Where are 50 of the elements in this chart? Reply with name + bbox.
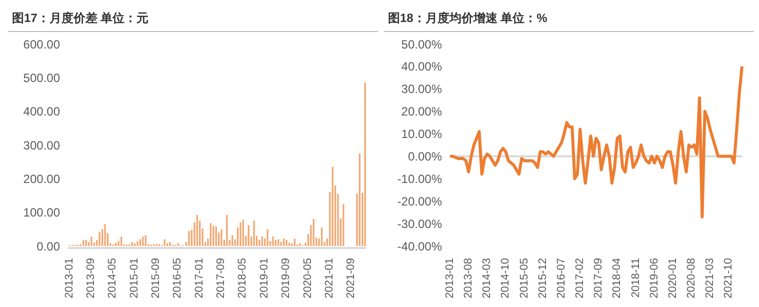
x-tick-label: 2017-09	[215, 258, 228, 298]
y-tick-label: 50.00%	[401, 37, 442, 52]
y-tick-label: 200.00	[23, 172, 60, 186]
x-tick-label: 2020-05	[302, 258, 314, 298]
y-tick-label: -10.00%	[397, 172, 442, 186]
x-tick-label: 2021-10	[722, 258, 735, 298]
y-tick-label: 400.00	[23, 104, 60, 119]
x-tick-label: 2018-05	[236, 258, 249, 298]
chart-title: 图17：月度价差 单位：元	[8, 8, 378, 32]
x-tick-label: 2018-11	[630, 258, 642, 298]
line-series	[448, 64, 744, 218]
x-tick-label: 2019-01	[258, 258, 270, 298]
y-tick-label: 0.00%	[408, 149, 442, 164]
y-tick-label: 100.00	[23, 206, 60, 220]
x-tick-label: 2015-12	[536, 258, 549, 298]
y-tick-label: 40.00%	[401, 60, 442, 74]
x-tick-label: 2017-09	[592, 258, 605, 298]
x-tick-label: 2019-06	[648, 258, 660, 298]
x-tick-label: 2019-09	[280, 258, 292, 298]
chart-title: 图18：月度均价增速 单位：%	[384, 8, 754, 32]
y-tick-label: 10.00%	[401, 127, 442, 142]
x-tick-label: 2015-09	[150, 258, 162, 298]
y-tick-label: 30.00%	[401, 82, 442, 96]
x-tick-label: 2021-01	[323, 258, 336, 298]
y-tick-label: 0.00	[36, 239, 60, 254]
x-tick-label: 2013-09	[85, 258, 98, 298]
x-tick-label: 2014-03	[481, 258, 494, 298]
y-tick-label: -30.00%	[397, 216, 442, 231]
x-tick-label: 2017-02	[574, 258, 586, 298]
x-tick-label: 2021-03	[704, 258, 716, 298]
y-tick-label: 20.00%	[401, 104, 442, 119]
x-tick-label: 2014-05	[106, 258, 119, 298]
y-tick-label: -40.00%	[397, 239, 442, 254]
x-tick-label: 2017-01	[193, 258, 206, 298]
x-tick-label: 2013-01	[444, 258, 456, 298]
y-tick-label: -20.00%	[397, 194, 442, 208]
y-tick-label: 500.00	[23, 70, 60, 85]
x-tick-label: 2018-04	[611, 258, 624, 298]
x-tick-label: 2013-08	[462, 258, 475, 298]
x-tick-label: 2016-07	[555, 258, 568, 298]
y-tick-label: 600.00	[23, 37, 60, 52]
x-tick-label: 2013-01	[63, 258, 76, 298]
x-tick-label: 2016-05	[172, 258, 184, 298]
x-tick-label: 2021-09	[345, 258, 358, 298]
x-tick-label: 2015-05	[518, 258, 530, 298]
x-tick-label: 2014-10	[500, 258, 512, 298]
x-tick-label: 2015-01	[128, 258, 140, 298]
x-tick-label: 2020-01	[666, 258, 679, 298]
x-tick-label: 2020-08	[686, 258, 698, 298]
y-tick-label: 300.00	[23, 138, 60, 152]
